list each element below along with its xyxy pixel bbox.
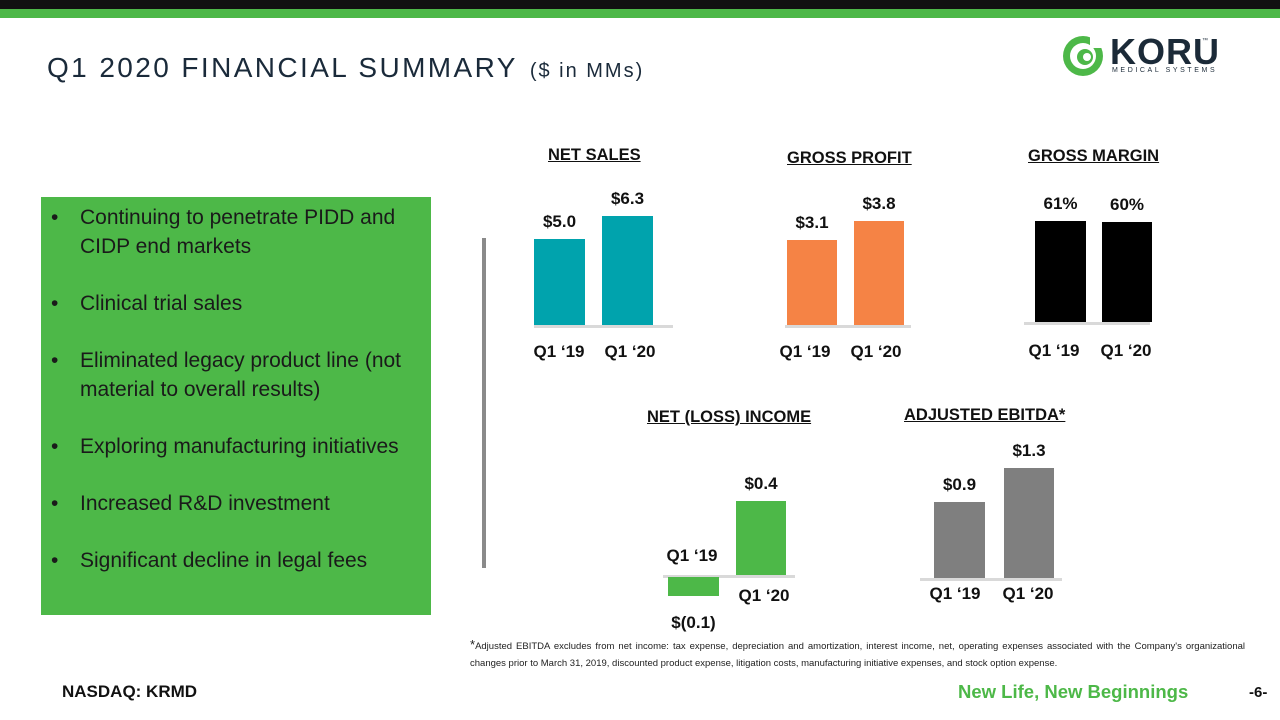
top-bar-green [0,9,1280,18]
category-label: Q1 ‘20 [604,342,656,361]
net-sales-title: NET SALES [548,146,641,164]
category-label: Q1 ‘19 [779,342,831,361]
highlight-item: Eliminated legacy product line (not mate… [41,346,431,404]
bar-value-label: $1.3 [1012,440,1046,460]
footnote-marker: * [470,637,476,652]
category-label: Q1 ‘19 [929,584,981,603]
gross-margin-title: GROSS MARGIN [1028,147,1160,165]
adjusted-ebitda-title: ADJUSTED EBITDA* [904,406,1066,424]
chart-baseline [663,575,795,578]
highlights-panel: Continuing to penetrate PIDD and CIDP en… [41,197,431,615]
chart-bar [1102,222,1152,322]
highlight-item: Clinical trial sales [41,289,431,318]
koru-swirl-icon [1063,34,1106,76]
chart-bar [1004,467,1054,578]
category-label: Q1 ‘20 [738,586,790,605]
category-label: Q1 ‘19 [533,342,585,361]
bar-value-label: 61% [1043,193,1078,213]
category-label: Q1 ‘19 [1028,341,1080,360]
logo-trademark: ™ [1202,38,1208,44]
stock-ticker: NASDAQ: KRMD [62,682,198,701]
footnote-text: Adjusted EBITDA excludes from net income… [470,641,1245,669]
chart-bar [1035,220,1086,322]
bar-value-label: $5.0 [542,211,577,231]
page-title: Q1 2020 FINANCIAL SUMMARY ($ in MMs) [47,52,644,84]
logo-wordmark: KORU [1110,31,1220,72]
category-label: Q1 ‘19 [666,546,718,565]
highlight-item: Significant decline in legal fees [41,546,431,575]
category-label: Q1 ‘20 [1002,584,1054,603]
chart-baseline [785,325,911,328]
chart-bar [736,501,786,575]
highlight-item: Exploring manufacturing initiatives [41,432,431,461]
bar-value-label: $6.3 [610,189,645,208]
logo-tagline: MEDICAL SYSTEMS [1112,67,1218,74]
page-title-text: Q1 2020 FINANCIAL SUMMARY [47,52,518,83]
chart-bar [787,240,837,325]
category-label: Q1 ‘20 [850,342,902,361]
ebitda-footnote: *Adjusted EBITDA excludes from net incom… [470,636,1245,672]
vertical-divider [482,238,486,568]
highlight-item: Increased R&D investment [41,489,431,518]
top-bar-dark [0,0,1280,9]
highlight-item: Continuing to penetrate PIDD and CIDP en… [41,203,431,261]
bar-value-label: $0.4 [744,474,778,493]
chart-baseline [920,578,1062,581]
chart-baseline [1024,322,1150,325]
chart-baseline [534,325,673,328]
bar-value-label: $0.9 [942,474,977,494]
page-number: -6- [1249,684,1268,701]
bar-value-label: 60% [1109,195,1145,215]
bar-value-label: $3.8 [862,193,896,213]
chart-bar [934,501,985,578]
chart-bar [668,577,719,596]
footer-tagline: New Life, New Beginnings [958,681,1189,702]
bar-value-label: $(0.1) [671,612,716,632]
chart-bar [602,216,653,325]
company-logo: KORU ™ MEDICAL SYSTEMS [1060,32,1220,84]
net-income-title: NET (LOSS) INCOME [647,408,812,426]
gross-profit-title: GROSS PROFIT [787,149,912,167]
chart-bar [854,220,904,325]
category-label: Q1 ‘20 [1100,341,1152,360]
highlights-list: Continuing to penetrate PIDD and CIDP en… [41,203,431,603]
page-subtitle: ($ in MMs) [529,60,645,82]
bar-value-label: $3.1 [795,213,829,233]
chart-bar [534,238,585,325]
